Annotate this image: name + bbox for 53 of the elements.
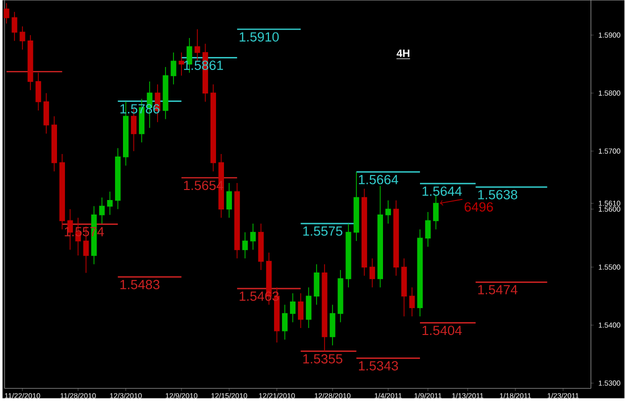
candlestick [28,34,34,91]
candlestick [298,292,304,328]
annotation: 1.5483 [120,280,160,290]
candlestick [401,258,407,317]
text: 4H [396,50,410,58]
candlestick [20,26,26,50]
candlestick [354,172,360,242]
candlestick [258,223,264,270]
annotation: 1.5638 [478,190,518,200]
candlestick [210,84,216,172]
candlestick [226,182,232,218]
candlestick [385,200,391,224]
candlestick [178,52,184,76]
candlestick [12,12,18,42]
candlestick [290,292,296,323]
candlestick [425,212,431,248]
candlestick [338,270,344,323]
candlestick [369,258,376,288]
candlestick [107,191,113,216]
candlestick [59,154,65,230]
candlestick [36,72,42,111]
candlestick [346,223,352,288]
annotation: 1.5355 [303,354,342,364]
candlestick [362,188,368,276]
candlestick [43,92,50,134]
annotation: 1.5644 [422,186,462,196]
candlestick [250,223,256,250]
annotation: 1.5404 [422,326,462,336]
candlestick [99,197,105,224]
candlestick [409,287,415,317]
candlestick [393,200,399,276]
candlestick [242,232,248,259]
candlestick [194,28,200,62]
annotation: 1.5474 [478,285,518,294]
candlestick [282,304,288,340]
candlestick [162,66,168,120]
candlestick [234,182,240,259]
annotation: 6496 [464,202,493,212]
candlestick [170,52,176,85]
annotation: 1.5910 [240,32,279,42]
candlestick [314,264,320,306]
candlestick [377,186,384,288]
annotation: 1.5575 [303,226,342,236]
candlestick [51,116,58,172]
candlestick [330,304,336,346]
candlestick [4,2,10,24]
annotation: 1.5343 [358,361,398,371]
annotation: 1.5664 [358,174,398,184]
candlestick [306,287,312,328]
candlestick [417,229,423,317]
candlestick [322,264,328,352]
candlestick [433,194,439,230]
candlestick [115,148,121,210]
